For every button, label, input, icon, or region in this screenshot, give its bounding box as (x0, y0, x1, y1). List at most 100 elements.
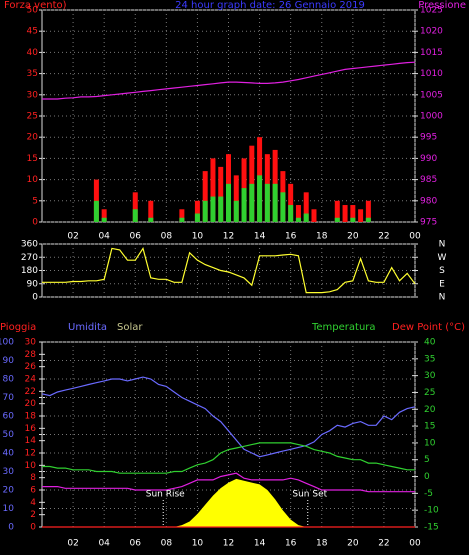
wind-bar (249, 183, 255, 222)
wind-bar (233, 175, 239, 222)
y3-tick-label: 28 (25, 350, 37, 360)
y-tick-label: 0 (8, 523, 14, 533)
wind-bar (194, 200, 200, 222)
wind-bar (101, 209, 107, 222)
y2-tick-label: -15 (424, 523, 439, 533)
wind-bar (350, 205, 356, 222)
y2-tick-label: N (439, 293, 446, 303)
y3-tick-label: 22 (25, 387, 36, 397)
y-tick-label: 20 (3, 486, 15, 496)
y3-tick-label: 14 (25, 436, 37, 446)
y-tick-label: 45 (27, 27, 38, 37)
x-tick-label: 22 (378, 539, 389, 549)
x-tick-label: 02 (67, 232, 78, 242)
y-tick-label: 25 (27, 112, 38, 122)
y3-tick-label: 24 (25, 375, 37, 385)
wind-bar (101, 217, 107, 222)
y2-tick-label: 980 (420, 196, 437, 206)
y3-tick-label: 20 (25, 399, 37, 409)
series-line (42, 442, 415, 474)
annotation-label: Sun Set (292, 490, 327, 500)
y3-tick-label: 2 (30, 510, 36, 520)
wind-bar (288, 205, 294, 222)
x-tick-label: 18 (316, 539, 328, 549)
y-tick-label: 30 (27, 90, 39, 100)
y-tick-label: 0 (32, 218, 38, 228)
y3-tick-label: 26 (25, 362, 37, 372)
y2-tick-label: 985 (420, 175, 437, 185)
x-tick-label: 16 (285, 232, 297, 242)
y2-tick-label: 1010 (420, 69, 443, 79)
y2-tick-label: 15 (424, 422, 435, 432)
y3-tick-label: 12 (25, 449, 36, 459)
x-tick-label: 22 (378, 232, 389, 242)
y-tick-label: 90 (3, 356, 15, 366)
wind-bar (295, 217, 301, 222)
series-line (42, 472, 415, 493)
y-tick-label: 270 (21, 253, 38, 263)
y2-tick-label: 990 (420, 154, 437, 164)
x-tick-label: 00 (409, 539, 421, 549)
wind-bar (303, 213, 309, 222)
x-tick-label: 04 (98, 232, 110, 242)
y2-tick-label: 1020 (420, 27, 443, 37)
y-tick-label: 50 (3, 430, 15, 440)
y-axis-label: Forza vento) (4, 0, 67, 11)
y3-tick-label: 6 (30, 486, 36, 496)
wind-bar (179, 209, 185, 222)
wind-bar (226, 183, 231, 222)
wind-bar (210, 196, 216, 222)
y-tick-label: 35 (27, 69, 38, 79)
x-tick-label: 12 (223, 232, 234, 242)
y3-tick-label: 10 (25, 461, 37, 471)
y2-tick-label: N (439, 240, 446, 250)
wind-bar (148, 217, 154, 222)
chart-title: 24 hour graph date: 26 Gennaio 2019 (175, 0, 365, 11)
y-tick-label: 40 (3, 449, 15, 459)
y2-tick-label: 1015 (420, 48, 443, 58)
x-tick-label: 08 (161, 539, 173, 549)
series-label: Pioggia (0, 322, 36, 333)
wind-bar (233, 200, 239, 222)
wind-bar (295, 205, 301, 222)
y-tick-label: 0 (32, 293, 38, 303)
y-tick-label: 40 (27, 48, 39, 58)
y2-tick-label: 5 (424, 455, 430, 465)
y-tick-label: 60 (3, 412, 15, 422)
y2-tick-label: 25 (424, 388, 435, 398)
y-tick-label: 360 (21, 240, 38, 250)
y-tick-label: 90 (27, 279, 39, 289)
y2-axis-label: Pressione (418, 0, 466, 11)
x-tick-label: 20 (347, 232, 359, 242)
wind-bar (93, 200, 99, 222)
y-tick-label: 180 (21, 266, 38, 276)
x-tick-label: 20 (347, 539, 359, 549)
wind-bar (210, 158, 216, 222)
series-line (42, 61, 416, 100)
series-label: Umidita (68, 322, 107, 333)
x-tick-label: 10 (192, 539, 204, 549)
y-tick-label: 10 (3, 504, 15, 514)
y3-tick-label: 0 (30, 523, 36, 533)
x-tick-label: 10 (192, 232, 204, 242)
wind-bar (148, 200, 154, 222)
y2-tick-label: -10 (424, 506, 439, 516)
y-tick-label: 80 (3, 375, 15, 385)
y-tick-label: 50 (27, 6, 39, 16)
series-line (41, 376, 416, 458)
y2-tick-label: 10 (424, 438, 436, 448)
wind-bar (202, 200, 208, 222)
y-tick-label: 30 (3, 467, 15, 477)
wind-bar (365, 217, 371, 222)
x-tick-label: 14 (254, 232, 266, 242)
y2-tick-label: 1005 (420, 90, 443, 100)
wind-bar (365, 200, 371, 222)
y2-tick-label: S (439, 266, 445, 276)
wind-bar (288, 183, 294, 222)
wind-bar (202, 171, 208, 222)
wind-bar (334, 200, 340, 222)
y2-tick-label: W (438, 253, 447, 263)
x-tick-label: 08 (161, 232, 173, 242)
x-tick-label: 04 (98, 539, 110, 549)
